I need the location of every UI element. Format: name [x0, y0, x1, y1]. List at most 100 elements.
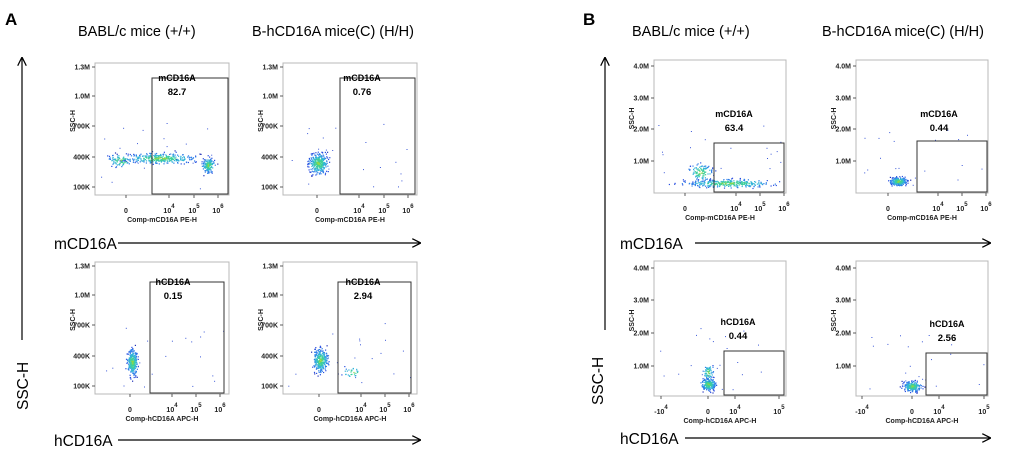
scatter-point	[711, 182, 713, 184]
scatter-point	[890, 180, 892, 183]
scatter-point	[310, 162, 312, 164]
gate-percent: 0.44	[729, 331, 748, 342]
scatter-point	[177, 161, 179, 163]
scatter-point	[118, 157, 120, 159]
scatter-point	[162, 154, 164, 156]
scatter-point	[746, 183, 748, 185]
scatter-point	[344, 366, 346, 368]
scatter-point	[171, 157, 173, 159]
scatter-point	[139, 154, 141, 156]
scatter-point	[111, 165, 113, 167]
scatter-point	[365, 142, 367, 143]
scatter-point	[129, 354, 131, 356]
scatter-point	[176, 159, 177, 160]
scatter-point	[129, 359, 131, 361]
scatter-point	[911, 386, 913, 388]
scatter-point	[307, 162, 309, 165]
scatter-point	[200, 336, 202, 338]
scatter-point	[746, 181, 748, 183]
scatter-point	[736, 180, 738, 182]
x-tick-label: 105	[754, 202, 766, 213]
scatter-point	[702, 170, 704, 172]
y-tick-label: 4.0M	[835, 64, 851, 71]
y-tick-label: 700K	[261, 124, 278, 131]
scatter-point	[709, 380, 711, 383]
scatter-point	[706, 387, 708, 389]
scatter-point	[128, 365, 130, 367]
scatter-point	[160, 161, 162, 163]
scatter-point	[708, 182, 710, 184]
scatter-point	[733, 180, 735, 182]
scatter-point	[131, 354, 133, 357]
scatter-point	[129, 374, 131, 376]
scatter-point	[315, 347, 317, 349]
scatter-point	[326, 162, 328, 164]
scatter-point	[703, 385, 706, 387]
scatter-point	[709, 338, 711, 340]
scatter-point	[726, 184, 728, 187]
scatter-point	[322, 357, 324, 359]
scatter-point	[211, 161, 213, 163]
scatter-point	[134, 367, 136, 369]
panel-a-x-arrow-label-2: hCD16A	[54, 433, 113, 450]
scatter-point	[760, 183, 762, 185]
scatter-point	[714, 383, 716, 385]
scatter-point	[132, 360, 134, 362]
scatter-point	[662, 154, 664, 156]
scatter-point	[320, 173, 322, 175]
scatter-point	[164, 158, 166, 161]
scatter-point	[208, 163, 211, 165]
scatter-point	[128, 351, 130, 353]
scatter-point	[751, 183, 754, 186]
scatter-point	[900, 178, 902, 181]
scatter-point	[689, 169, 691, 171]
scatter-point	[901, 387, 903, 389]
x-tick-label: 0	[317, 407, 321, 414]
scatter-point	[108, 155, 111, 157]
scatter-point	[181, 159, 183, 161]
scatter-point	[163, 138, 165, 140]
scatter-point	[163, 159, 165, 161]
scatter-point	[149, 161, 151, 163]
scatter-point	[204, 163, 206, 166]
scatter-point	[896, 184, 898, 186]
scatter-point	[206, 162, 208, 164]
scatter-point	[308, 160, 310, 162]
scatter-point	[712, 365, 714, 367]
scatter-point	[900, 184, 902, 186]
scatter-point	[731, 177, 734, 179]
y-tick-label: 100K	[73, 384, 90, 391]
scatter-point	[132, 348, 134, 350]
scatter-point	[897, 177, 899, 179]
scatter-point	[684, 180, 686, 182]
scatter-point	[188, 157, 190, 159]
scatter-point	[711, 172, 713, 174]
scatter-point	[169, 160, 171, 162]
scatter-point	[751, 183, 753, 185]
scatter-point	[322, 165, 324, 167]
scatter-point	[213, 161, 215, 163]
scatter-point	[701, 172, 703, 174]
scatter-point	[322, 366, 324, 368]
scatter-point	[133, 351, 135, 353]
scatter-point	[316, 366, 318, 368]
scatter-point	[730, 185, 732, 187]
scatter-point	[159, 155, 161, 157]
y-tick-label: 1.3M	[262, 65, 278, 72]
scatter-point	[322, 169, 324, 171]
gate-rect	[337, 281, 412, 394]
scatter-point	[315, 166, 317, 168]
scatter-point	[320, 371, 322, 373]
scatter-point	[738, 180, 740, 182]
scatter-point	[707, 388, 709, 390]
scatter-point	[130, 356, 132, 358]
scatter-point	[726, 178, 728, 181]
scatter-point	[710, 371, 712, 373]
scatter-point	[315, 355, 317, 357]
scatter-point	[316, 153, 319, 155]
scatter-point	[704, 179, 706, 181]
scatter-point	[691, 183, 693, 185]
scatter-point	[715, 170, 717, 172]
